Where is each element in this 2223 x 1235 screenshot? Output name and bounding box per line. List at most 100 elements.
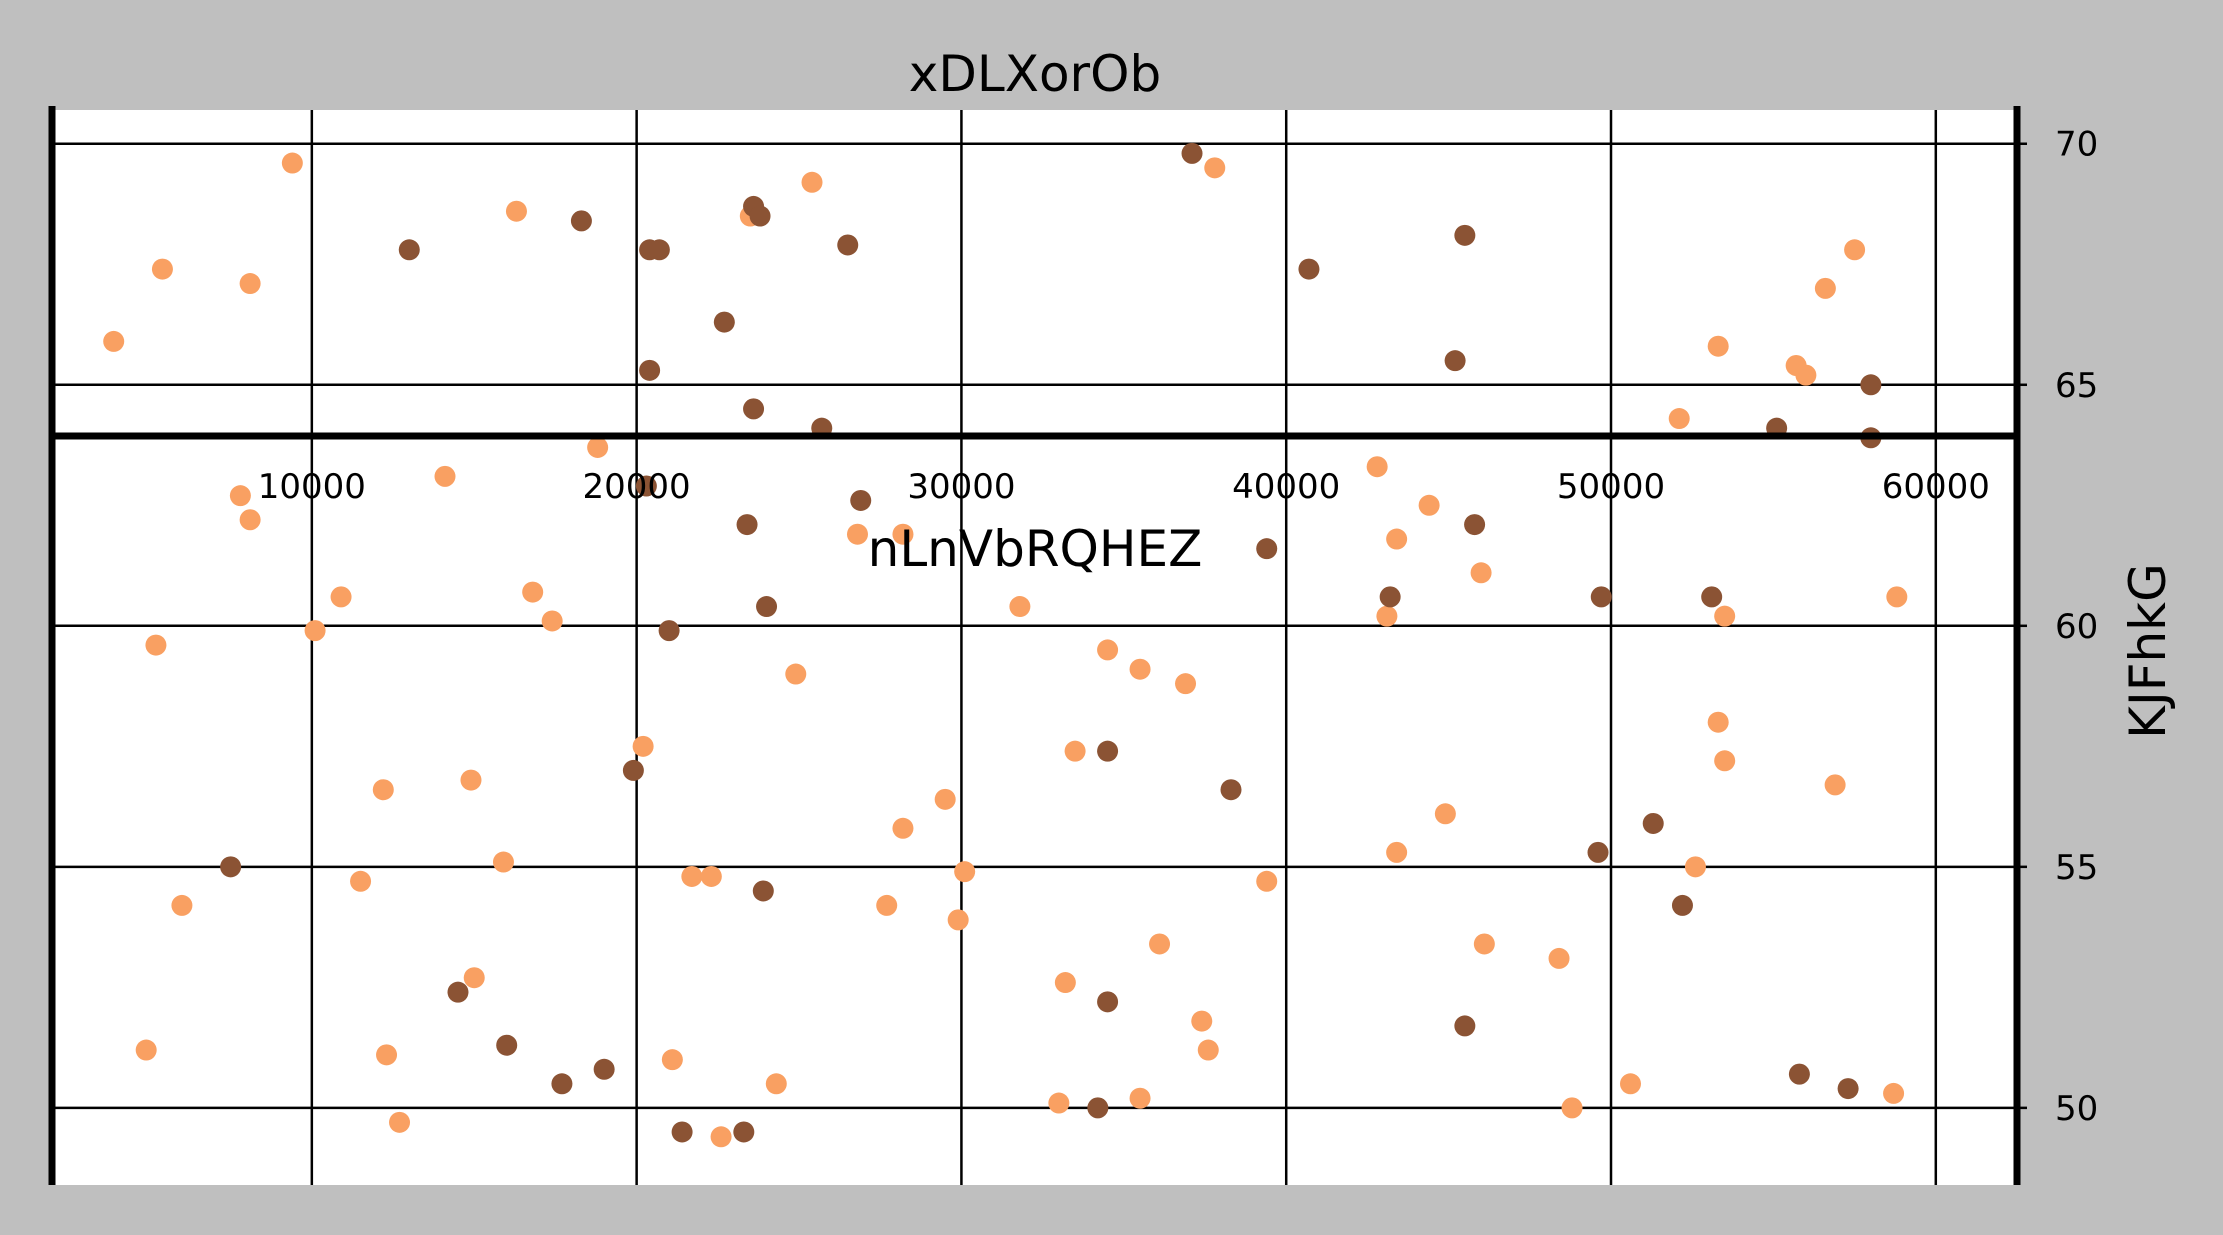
data-point (505, 200, 527, 222)
data-point (710, 1126, 732, 1148)
data-point (239, 509, 261, 531)
data-point (171, 894, 193, 916)
y-tick-label: 55 (2055, 848, 2098, 888)
data-point (229, 485, 251, 507)
data-point (1256, 870, 1278, 892)
data-point (350, 870, 372, 892)
data-point (1701, 586, 1723, 608)
data-point (151, 258, 173, 280)
x-tick-label: 40000 (1232, 467, 1340, 507)
data-point (304, 620, 326, 642)
data-point (1129, 1087, 1151, 1109)
data-point (1883, 1082, 1905, 1104)
data-point (1197, 1039, 1219, 1061)
data-point (1220, 779, 1242, 801)
x-tick-label: 10000 (258, 467, 366, 507)
data-point (752, 880, 774, 902)
data-point (658, 620, 680, 642)
data-point (389, 1111, 411, 1133)
data-point (681, 865, 703, 887)
data-point (749, 205, 771, 227)
y-axis-label: KJFhkG (2119, 563, 2177, 739)
data-point (1064, 740, 1086, 762)
data-point (496, 1034, 518, 1056)
data-point (1181, 142, 1203, 164)
x-tick-label: 30000 (907, 467, 1015, 507)
data-point (551, 1073, 573, 1095)
y-tick-label: 70 (2055, 125, 2098, 165)
data-point (281, 152, 303, 174)
data-point (1009, 596, 1031, 618)
data-point (460, 769, 482, 791)
data-point (570, 210, 592, 232)
data-point (622, 759, 644, 781)
data-point (648, 239, 670, 261)
data-point (1376, 605, 1398, 627)
data-point (954, 861, 976, 883)
data-point (1097, 991, 1119, 1013)
data-point (1418, 494, 1440, 516)
data-point (1097, 740, 1119, 762)
data-point (463, 967, 485, 989)
data-point (947, 909, 969, 931)
data-point (661, 1049, 683, 1071)
data-point (736, 514, 758, 536)
data-point (785, 663, 807, 685)
data-point (1097, 639, 1119, 661)
data-point (733, 1121, 755, 1143)
data-point (1386, 841, 1408, 863)
data-point (1470, 562, 1492, 584)
data-point (892, 817, 914, 839)
data-point (447, 981, 469, 1003)
data-point (1684, 856, 1706, 878)
data-point (1454, 224, 1476, 246)
x-tick-label: 50000 (1557, 467, 1665, 507)
data-point (1707, 335, 1729, 357)
data-point (103, 330, 125, 352)
data-point (635, 475, 657, 497)
data-point (1587, 841, 1609, 863)
data-point (1454, 1015, 1476, 1037)
data-point (522, 581, 544, 603)
data-point (639, 359, 661, 381)
x-axis-label: nLnVbRQHEZ (868, 520, 1203, 578)
data-point (1256, 538, 1278, 560)
data-point (239, 273, 261, 295)
data-point (434, 465, 456, 487)
x-tick-label: 60000 (1882, 467, 1990, 507)
data-point (1886, 586, 1908, 608)
data-point (1548, 947, 1570, 969)
data-point (632, 735, 654, 757)
data-point (1204, 157, 1226, 179)
data-point (376, 1044, 398, 1066)
data-point (765, 1073, 787, 1095)
data-point (1298, 258, 1320, 280)
data-point (876, 894, 898, 916)
data-point (1707, 711, 1729, 733)
y-tick-label: 50 (2055, 1089, 2098, 1129)
data-point (1473, 933, 1495, 955)
data-point (398, 239, 420, 261)
data-point (1642, 812, 1664, 834)
data-point (837, 234, 859, 256)
data-point (135, 1039, 157, 1061)
data-point (1087, 1097, 1109, 1119)
data-point (1814, 277, 1836, 299)
data-point (1434, 803, 1456, 825)
data-point (846, 523, 868, 545)
data-point (1844, 239, 1866, 261)
x-tick-label: 20000 (583, 467, 691, 507)
data-points (103, 142, 1908, 1148)
data-point (892, 523, 914, 545)
data-point (1191, 1010, 1213, 1032)
data-point (587, 436, 609, 458)
chart-title: xDLXorOb (909, 45, 1161, 103)
data-point (1175, 673, 1197, 695)
data-point (1386, 528, 1408, 550)
data-point (1860, 374, 1882, 396)
y-tick-label: 60 (2055, 607, 2098, 647)
data-point (1054, 972, 1076, 994)
data-point (1837, 1078, 1859, 1100)
data-point (700, 865, 722, 887)
